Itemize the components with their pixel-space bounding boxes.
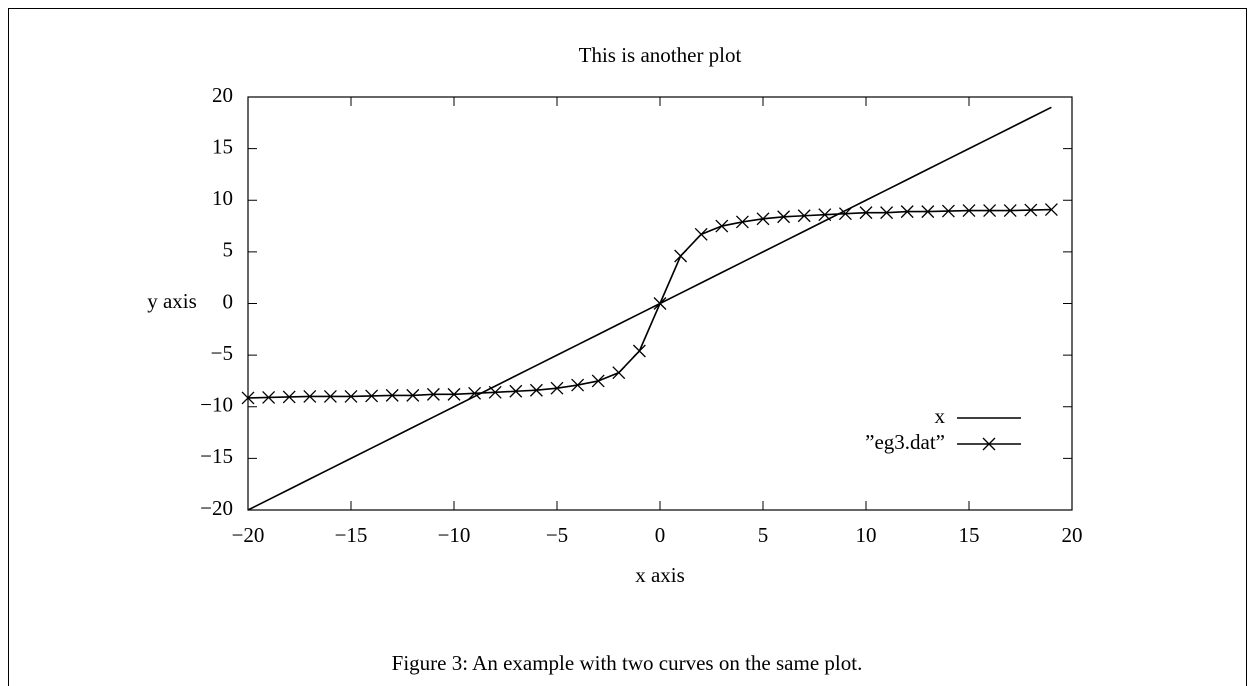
point-marker <box>962 204 976 218</box>
point-marker <box>694 227 708 241</box>
point-marker <box>900 205 914 219</box>
series-line <box>247 208 1052 399</box>
point-marker <box>797 209 811 223</box>
y-tick-label: 10 <box>212 186 233 210</box>
y-tick-label: −15 <box>200 444 233 468</box>
point-marker <box>838 207 852 221</box>
point-marker <box>1003 204 1017 218</box>
point-marker <box>880 206 894 220</box>
point-marker <box>488 385 502 399</box>
point-marker <box>941 204 955 218</box>
legend-label: x <box>935 404 946 428</box>
y-tick-label: 0 <box>223 289 234 313</box>
point-marker <box>571 378 585 392</box>
legend-label: ”eg3.dat” <box>865 430 945 454</box>
point-marker <box>921 205 935 219</box>
point-marker <box>529 383 543 397</box>
x-tick-label: 5 <box>758 523 769 547</box>
x-tick-label: −5 <box>546 523 568 547</box>
y-tick-label: −5 <box>211 341 233 365</box>
point-marker <box>632 344 646 358</box>
point-marker <box>1044 203 1058 217</box>
x-tick-label: 20 <box>1062 523 1083 547</box>
point-marker <box>344 389 358 403</box>
point-marker <box>735 215 749 229</box>
y-axis-label: y axis <box>147 289 197 313</box>
point-marker <box>468 386 482 400</box>
x-tick-label: −15 <box>335 523 368 547</box>
chart-title: This is another plot <box>579 43 742 67</box>
point-marker <box>303 389 317 403</box>
point-marker <box>859 206 873 220</box>
point-marker <box>756 212 770 226</box>
point-marker <box>447 387 461 401</box>
y-tick-label: 5 <box>223 238 234 262</box>
point-marker <box>406 388 420 402</box>
y-tick-label: 15 <box>212 134 233 158</box>
point-marker <box>1024 203 1038 217</box>
point-marker <box>715 219 729 233</box>
x-tick-label: −10 <box>438 523 471 547</box>
point-marker <box>777 210 791 224</box>
point-marker <box>591 374 605 388</box>
point-marker <box>674 249 688 263</box>
point-marker <box>818 208 832 222</box>
y-tick-label: −20 <box>200 496 233 520</box>
y-tick-label: −10 <box>200 393 233 417</box>
point-marker <box>983 204 997 218</box>
x-tick-label: 10 <box>856 523 877 547</box>
x-axis-label: x axis <box>635 563 685 587</box>
point-marker <box>262 390 276 404</box>
figure-frame <box>8 8 1247 686</box>
point-marker <box>426 387 440 401</box>
series-line <box>247 106 1052 511</box>
x-tick-label: 15 <box>959 523 980 547</box>
point-marker <box>323 389 337 403</box>
point-marker <box>241 391 255 405</box>
point-marker <box>509 384 523 398</box>
x-tick-label: 0 <box>655 523 666 547</box>
point-marker <box>653 297 667 310</box>
point-marker <box>612 366 626 380</box>
y-tick-label: 20 <box>212 83 233 107</box>
point-marker <box>282 390 296 404</box>
point-marker <box>385 388 399 402</box>
point-marker <box>365 389 379 403</box>
caption: Figure 3: An example with two curves on … <box>392 651 863 675</box>
point-marker <box>550 381 564 395</box>
x-tick-label: −20 <box>232 523 265 547</box>
legend-marker <box>982 437 996 451</box>
